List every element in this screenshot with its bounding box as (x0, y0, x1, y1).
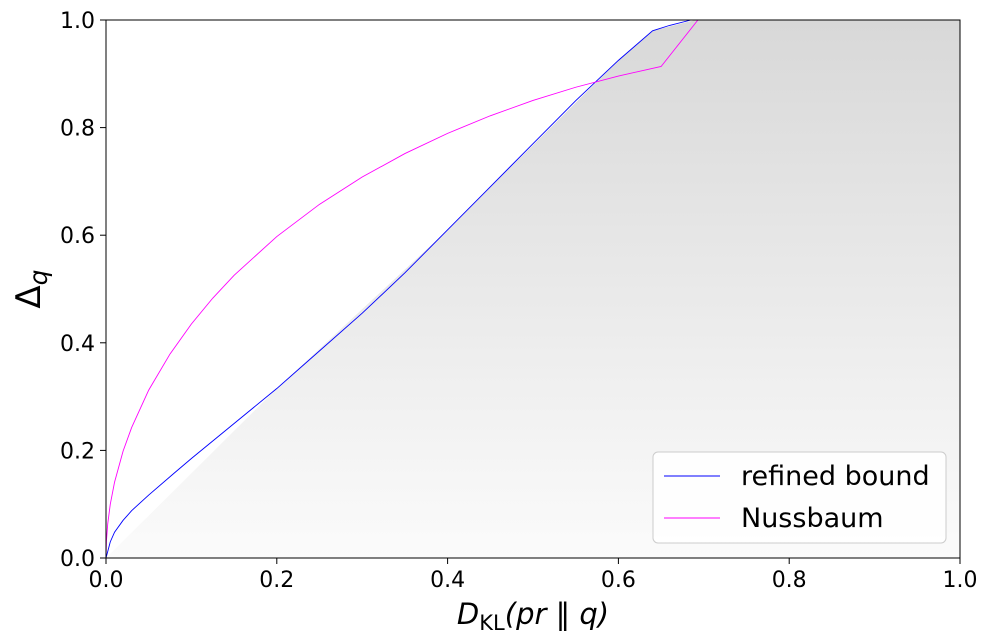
y-tick-label: 0.4 (60, 332, 95, 357)
x-tick-label: 0.8 (772, 568, 807, 593)
shaded-region (106, 20, 960, 558)
x-tick-label: 0.4 (430, 568, 465, 593)
y-tick-label: 0.2 (60, 439, 95, 464)
series-line-refined-bound (105, 19, 692, 559)
y-tick-label: 0.0 (60, 547, 95, 572)
legend-box (652, 451, 947, 544)
y-tick-label: 1.0 (60, 9, 95, 34)
y-axis-label: Δq (9, 269, 53, 308)
legend-label-refined-bound: refined bound (741, 461, 930, 492)
series-line-nussbaum (105, 19, 699, 559)
legend-label-nussbaum: Nussbaum (741, 503, 884, 534)
x-tick-label: 0.6 (601, 568, 636, 593)
x-tick-label: 0.0 (89, 568, 124, 593)
plot-frame (105, 19, 961, 559)
y-tick-label: 0.6 (60, 224, 95, 249)
x-tick-label: 1.0 (943, 568, 978, 593)
y-tick-label: 0.8 (60, 117, 95, 142)
legend: refined bound Nussbaum (652, 451, 947, 544)
x-axis-label: DKL(pr ‖ q) (457, 597, 609, 635)
x-tick-label: 0.2 (259, 568, 294, 593)
